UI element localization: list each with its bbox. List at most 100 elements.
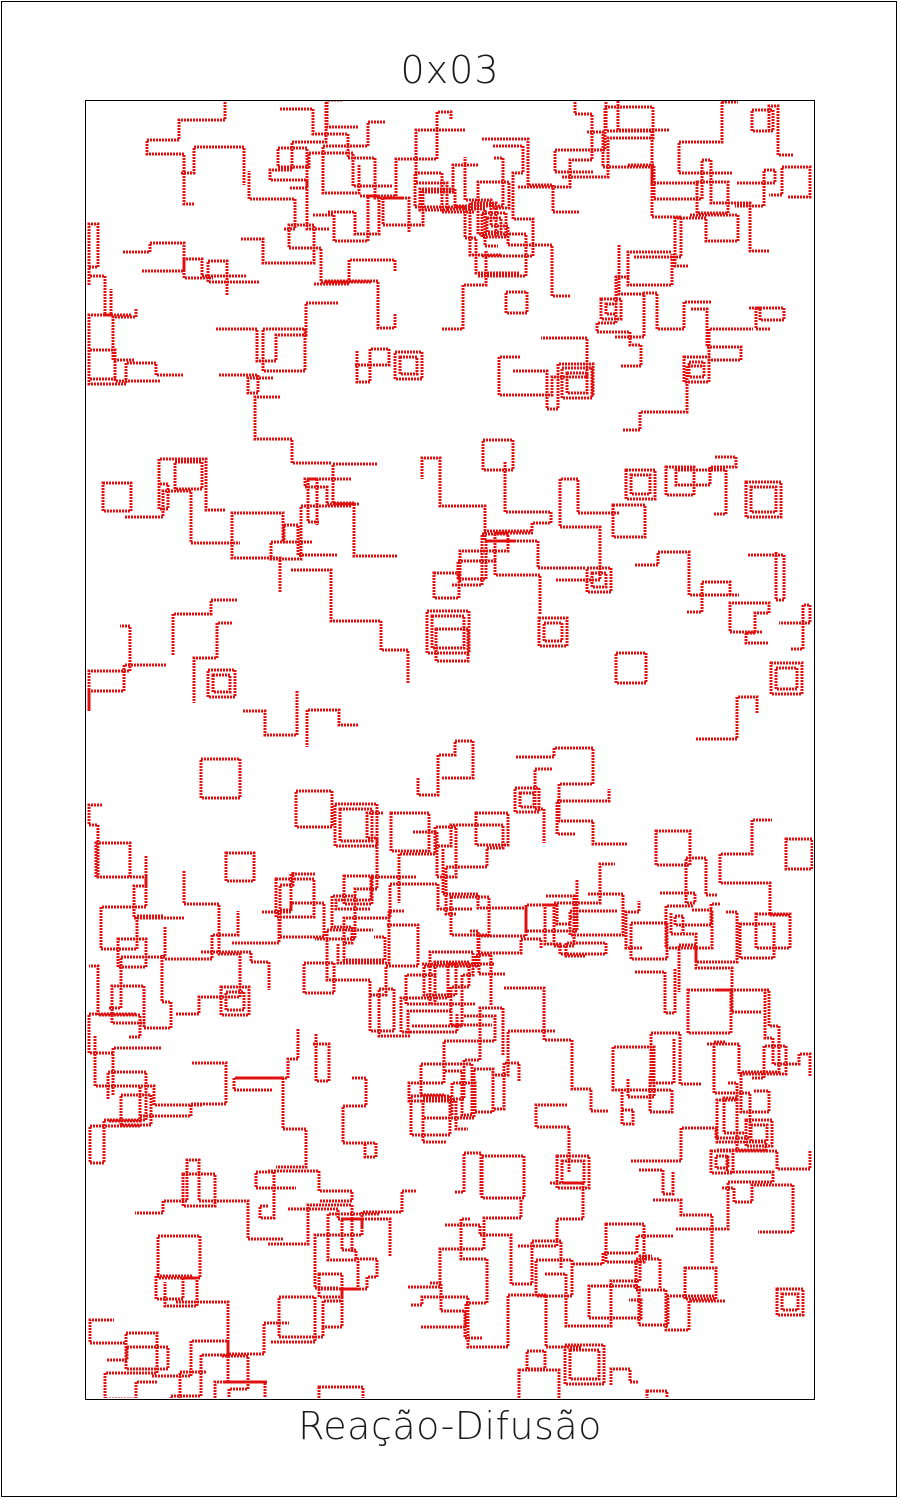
pattern-cell (317, 1385, 365, 1398)
pattern-segment (325, 928, 410, 1038)
pattern-segment (493, 531, 542, 615)
pattern-segment (253, 395, 331, 465)
pattern-segment (280, 107, 403, 200)
pattern-segment (182, 257, 246, 280)
pattern-segment (219, 373, 273, 395)
pattern-segment (135, 1158, 283, 1241)
pattern-segment (87, 222, 131, 317)
pattern-segment (206, 259, 259, 296)
pattern-segment (767, 104, 793, 157)
pattern-segment (419, 1062, 474, 1117)
pattern-cell (565, 371, 589, 395)
pattern-cell (302, 961, 336, 995)
pattern-cell (333, 802, 379, 848)
pattern-segment (553, 105, 655, 179)
pattern-cell (434, 627, 470, 663)
pattern-segment (342, 882, 472, 962)
pattern-cell (116, 937, 148, 969)
pattern-cell (224, 851, 256, 883)
pattern-segment (445, 1223, 563, 1286)
pattern-cell (219, 985, 251, 1017)
pattern-cell (542, 621, 564, 643)
pattern-cell (682, 355, 711, 384)
pattern-segment (441, 848, 528, 976)
pattern-cell (398, 355, 419, 376)
pattern-segment (677, 943, 761, 1014)
pattern-segment (140, 1061, 228, 1118)
pattern-segment (611, 1045, 656, 1099)
pattern-segment (626, 250, 674, 287)
pattern-segment (152, 1339, 230, 1382)
pattern-segment (587, 1284, 714, 1327)
pattern-cell (517, 1368, 561, 1398)
pattern-segment (546, 862, 615, 948)
pattern-segment (749, 306, 786, 331)
pattern-segment (232, 872, 316, 945)
pattern-segment (634, 1257, 725, 1332)
pattern-segment (739, 988, 781, 1114)
pattern-segment (145, 101, 227, 206)
pattern-segment (331, 462, 398, 558)
pattern-segment (88, 1070, 148, 1165)
pattern-segment (450, 1029, 555, 1115)
pattern-cell (568, 1348, 601, 1381)
pattern-segment (635, 968, 677, 1015)
pattern-segment (673, 902, 720, 933)
pattern-segment (568, 892, 625, 937)
pattern-segment (722, 1183, 795, 1234)
pattern-cell (604, 1222, 646, 1264)
pattern-segment (157, 457, 225, 512)
pattern-segment (305, 708, 358, 747)
pattern-cell (537, 616, 569, 648)
pattern-segment (88, 1318, 170, 1371)
pattern-segment (622, 364, 702, 432)
pattern-cell (629, 921, 669, 961)
pattern-cell (481, 438, 515, 472)
pattern-segment (370, 923, 420, 997)
reaction-diffusion-pattern (87, 101, 813, 1398)
pattern-segment (691, 307, 753, 362)
pattern-cell (119, 1093, 153, 1127)
pattern-segment (408, 1200, 523, 1289)
poster-title: 0x03 (400, 48, 500, 92)
pattern-segment (110, 955, 173, 1030)
pattern-segment (481, 137, 579, 214)
pattern-segment (653, 1198, 714, 1264)
pattern-segment (321, 120, 385, 195)
pattern-segment (176, 1300, 289, 1356)
pattern-cell (744, 1118, 774, 1148)
pattern-segment (455, 1151, 483, 1195)
pattern-segment (555, 789, 611, 836)
pattern-segment (586, 130, 683, 259)
pattern-cell (604, 302, 618, 316)
pattern-segment (381, 163, 478, 233)
pattern-cell (611, 503, 647, 539)
pattern-segment (716, 988, 812, 1076)
pattern-cell (173, 460, 204, 491)
pattern-segment (429, 1281, 482, 1340)
pattern-segment (482, 144, 535, 258)
pattern-cell (775, 1287, 805, 1317)
pattern-segment (470, 929, 543, 955)
pattern-segment (399, 962, 495, 1034)
pattern-segment (169, 1353, 228, 1398)
pattern-cell (274, 877, 316, 919)
pattern-cell (504, 290, 529, 315)
pattern-segment (87, 289, 116, 381)
pattern-segment (463, 157, 570, 298)
pattern-segment (715, 1081, 768, 1152)
pattern-segment (247, 171, 297, 231)
pattern-cell (474, 811, 510, 847)
pattern-segment (533, 767, 552, 843)
pattern-segment (503, 986, 608, 1113)
pattern-segment (326, 1212, 379, 1262)
pattern-segment (291, 568, 410, 683)
pattern-segment (659, 856, 717, 905)
pattern-segment (635, 550, 739, 597)
pattern-cell (614, 651, 648, 685)
pattern-segment (241, 223, 372, 284)
pattern-cell (317, 1272, 344, 1299)
pattern-segment (109, 927, 167, 1010)
pattern-segment (262, 872, 326, 939)
pattern-cell (709, 1149, 735, 1175)
